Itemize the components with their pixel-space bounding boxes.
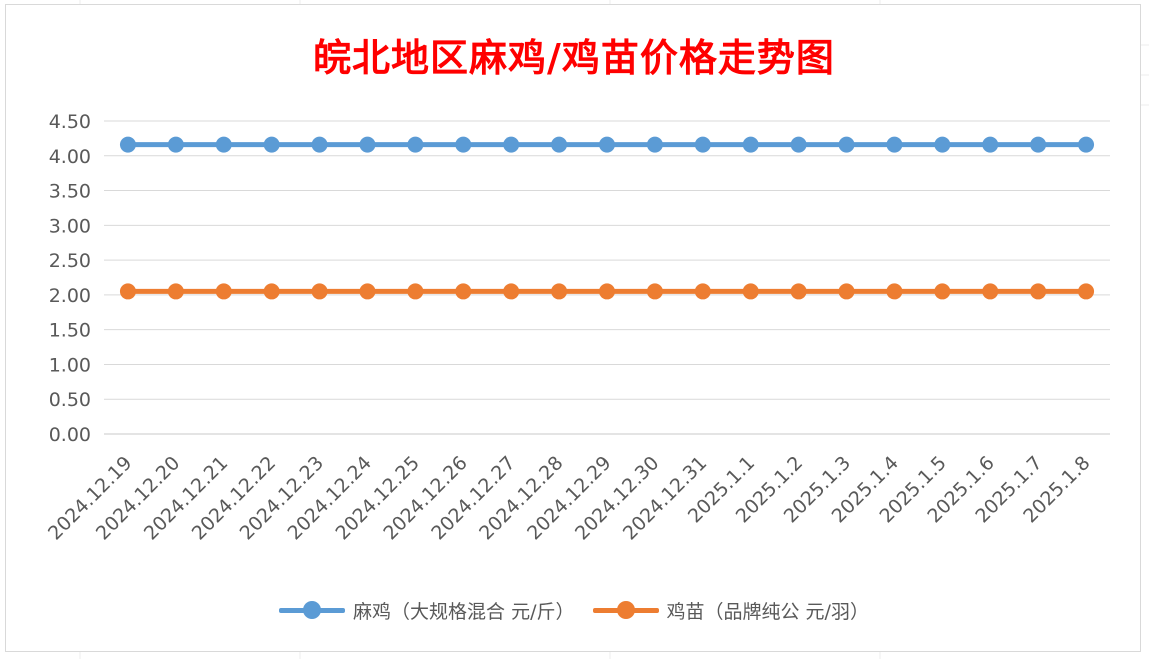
data-point <box>167 283 184 300</box>
chart-title: 皖北地区麻鸡/鸡苗价格走势图 <box>313 35 835 80</box>
y-tick-label: 0.50 <box>49 389 91 411</box>
data-point <box>551 283 568 300</box>
chart-container[interactable]: 皖北地区麻鸡/鸡苗价格走势图 0.00 0.50 1.00 1.50 2.00 2.50 3… <box>5 4 1141 652</box>
data-point <box>694 136 711 153</box>
data-point <box>455 136 472 153</box>
data-point <box>694 283 711 300</box>
y-tick-label: 2.50 <box>49 250 91 272</box>
y-tick-label: 3.00 <box>49 215 91 237</box>
data-point <box>119 136 136 153</box>
data-point <box>407 136 424 153</box>
plot-area: 0.00 0.50 1.00 1.50 2.00 2.50 3.00 3.50 4.00 4.50… <box>44 111 1110 544</box>
data-point <box>742 136 759 153</box>
data-point <box>167 136 184 153</box>
data-point <box>934 283 951 300</box>
data-point <box>646 136 663 153</box>
data-point <box>119 283 136 300</box>
data-point <box>215 283 232 300</box>
legend-marker-series-1 <box>592 600 659 620</box>
data-point <box>263 283 280 300</box>
y-tick-label: 1.00 <box>49 354 91 376</box>
data-point <box>790 136 807 153</box>
data-point <box>407 283 424 300</box>
data-point <box>742 283 759 300</box>
y-tick-label: 0.00 <box>49 424 91 446</box>
y-tick-label: 4.50 <box>49 111 91 133</box>
data-point <box>934 136 951 153</box>
data-point <box>790 283 807 300</box>
y-tick-label: 4.00 <box>49 146 91 168</box>
legend-item-series-0: 麻鸡（大规格混合 元/斤） <box>279 597 575 624</box>
data-point <box>1030 136 1047 153</box>
data-point <box>886 283 903 300</box>
legend: 麻鸡（大规格混合 元/斤） 鸡苗（品牌纯公 元/羽） <box>6 595 1142 625</box>
y-tick-label: 3.50 <box>49 181 91 203</box>
legend-label-series-1: 鸡苗（品牌纯公 元/羽） <box>666 600 869 623</box>
data-point <box>599 283 615 300</box>
data-point <box>599 136 615 153</box>
data-point <box>359 136 376 153</box>
data-point <box>982 283 999 300</box>
data-point <box>838 283 855 300</box>
data-point <box>1030 283 1047 300</box>
legend-label-series-0: 麻鸡（大规格混合 元/斤） <box>353 600 575 623</box>
data-point <box>646 283 663 300</box>
data-point <box>982 136 999 153</box>
data-point <box>215 136 232 153</box>
data-point <box>503 283 520 300</box>
y-tick-label: 2.00 <box>49 285 91 307</box>
data-point <box>359 283 376 300</box>
data-point <box>551 136 568 153</box>
data-point <box>1078 283 1095 300</box>
data-point <box>503 136 520 153</box>
legend-item-series-1: 鸡苗（品牌纯公 元/羽） <box>592 597 869 624</box>
data-point <box>263 136 280 153</box>
y-tick-label: 1.50 <box>49 320 91 342</box>
legend-marker-series-0 <box>279 600 346 620</box>
data-point <box>838 136 855 153</box>
data-point <box>311 283 328 300</box>
data-point <box>311 136 328 153</box>
data-point <box>1078 136 1095 153</box>
data-point <box>455 283 472 300</box>
data-point <box>886 136 903 153</box>
